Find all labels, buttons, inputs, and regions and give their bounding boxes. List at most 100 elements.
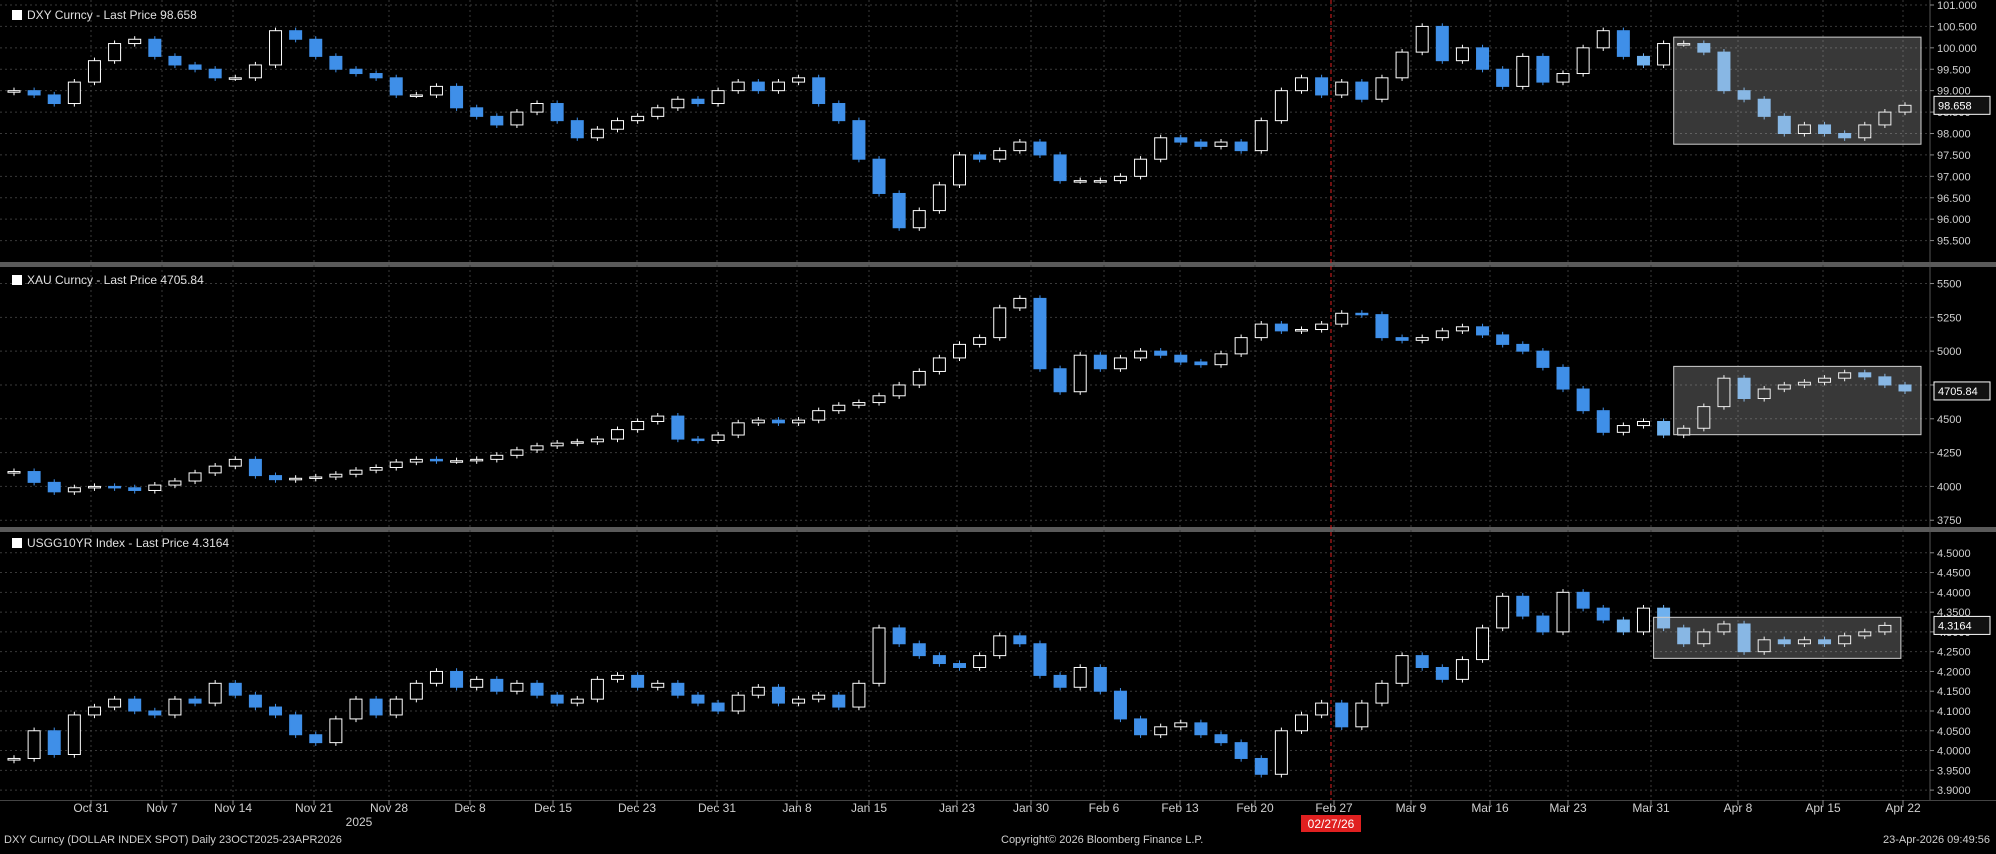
candle-body	[429, 458, 443, 462]
x-tick-label: Dec 31	[698, 801, 736, 815]
candle-body	[570, 698, 584, 704]
candle-body	[691, 438, 705, 442]
candle-body	[1415, 655, 1429, 668]
candle-body	[932, 184, 946, 212]
y-tick-label: 4500	[1937, 414, 1961, 426]
candle-body	[1737, 90, 1751, 100]
candle-body	[1375, 682, 1389, 704]
candle-body	[228, 682, 242, 696]
candle-body	[148, 710, 162, 716]
x-tick-label: Feb 6	[1089, 801, 1120, 815]
candle-body	[611, 674, 625, 680]
candle-body	[671, 98, 685, 109]
candle-body	[27, 90, 41, 96]
candle-body	[510, 111, 524, 126]
candle-body	[289, 714, 303, 736]
x-tick-label: Apr 22	[1885, 801, 1921, 815]
candle-body	[47, 94, 61, 105]
highlight-box	[1653, 616, 1902, 659]
x-tick-label: Jan 23	[939, 801, 975, 815]
x-tick-label: Jan 30	[1013, 801, 1049, 815]
candle-body	[1053, 154, 1067, 182]
candle-body	[1214, 141, 1228, 147]
candle-body	[1476, 627, 1490, 661]
candle-body	[1294, 329, 1308, 332]
candle-body	[450, 85, 464, 109]
candle-body	[1898, 384, 1912, 392]
candle-body	[731, 81, 745, 92]
candle-body	[188, 698, 202, 704]
y-tick-label: 3750	[1937, 515, 1961, 527]
last-price-label: 98.658	[1938, 100, 1972, 112]
candle-body	[1516, 595, 1530, 617]
y-tick-label: 4.4500	[1937, 568, 1971, 580]
legend-label: DXY Curncy - Last Price 98.658	[27, 8, 197, 22]
axis-baseline	[0, 800, 1996, 801]
candle-body	[349, 698, 363, 720]
candle-body	[1174, 137, 1188, 143]
candle-body	[389, 77, 403, 96]
candle-body	[530, 445, 544, 451]
candle-body	[812, 694, 826, 700]
candle-body	[651, 682, 665, 688]
candle-body	[1335, 312, 1349, 325]
candle-body	[248, 64, 262, 79]
candle-body	[953, 343, 966, 359]
candle-body	[1435, 25, 1449, 62]
candle-body	[771, 419, 785, 424]
candle-body	[1657, 43, 1671, 66]
candle-body	[852, 120, 866, 160]
candle-body	[530, 682, 544, 696]
candle-body	[1355, 81, 1369, 100]
candle-body	[188, 64, 202, 70]
candle-body	[47, 481, 61, 493]
candle-body	[1154, 350, 1168, 356]
candle-body	[1797, 381, 1811, 386]
candle-body	[1214, 353, 1228, 366]
candle-body	[389, 461, 403, 468]
candle-body	[1093, 354, 1107, 370]
candle-body	[1697, 43, 1711, 53]
candle-body	[973, 337, 987, 345]
candle-body	[1194, 361, 1208, 366]
candle-body	[1234, 337, 1248, 355]
x-tick-label: Dec 8	[454, 801, 486, 815]
candle-body	[7, 471, 21, 474]
candle-body	[1818, 639, 1832, 645]
candle-body	[510, 682, 524, 692]
y-tick-label: 101.000	[1937, 0, 1977, 12]
candle-body	[108, 698, 122, 708]
candle-body	[1616, 30, 1630, 57]
candle-body	[168, 480, 182, 486]
marker-date-tag	[1301, 815, 1361, 832]
legend-swatch	[12, 275, 22, 285]
candle-body	[1073, 666, 1087, 688]
candle-body	[1858, 124, 1872, 139]
x-tick-label: Jan 15	[851, 801, 887, 815]
candle-body	[1174, 722, 1188, 728]
y-tick-label: 4000	[1937, 481, 1961, 493]
candle-body	[1818, 377, 1832, 383]
candle-body	[590, 678, 604, 700]
candle-body	[1616, 619, 1630, 633]
candle-body	[168, 55, 182, 66]
candle-body	[1878, 624, 1892, 633]
candle-body	[269, 30, 283, 66]
candle-body	[1556, 591, 1570, 633]
x-tick-label: Nov 14	[214, 801, 252, 815]
candle-body	[289, 30, 303, 40]
candle-body	[872, 158, 886, 194]
y-tick-label: 97.000	[1937, 171, 1971, 183]
x-tick-label: Feb 27	[1315, 801, 1353, 815]
candle-body	[1455, 47, 1469, 62]
y-tick-label: 95.500	[1937, 236, 1971, 248]
y-tick-label: 4.2500	[1937, 647, 1971, 659]
y-tick-label: 4.2000	[1937, 666, 1971, 678]
candle-body	[67, 714, 81, 756]
candle-body	[1777, 639, 1791, 645]
candle-body	[1194, 141, 1208, 147]
candle-body	[1355, 312, 1369, 316]
candle-body	[1818, 124, 1832, 135]
candle-body	[1717, 377, 1731, 408]
